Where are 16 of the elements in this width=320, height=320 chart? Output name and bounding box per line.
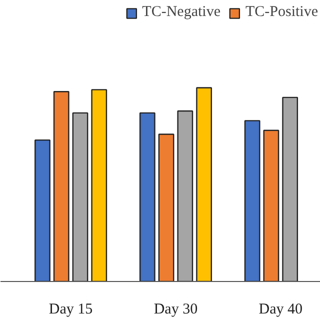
bar xyxy=(91,89,108,282)
bar xyxy=(282,96,298,282)
bar xyxy=(34,139,50,282)
bar xyxy=(72,112,88,282)
x-tick-label: Day 40 xyxy=(258,302,303,318)
x-tick-label: Day 15 xyxy=(48,302,93,318)
bar xyxy=(139,112,156,282)
bar xyxy=(177,110,194,282)
bar xyxy=(53,91,70,282)
bar xyxy=(244,120,260,282)
bar xyxy=(158,134,174,282)
x-tick-label: Day 30 xyxy=(154,302,198,318)
bar xyxy=(263,130,280,282)
legend-label: TC-Positive xyxy=(245,4,318,21)
bar xyxy=(196,87,212,282)
legend-label: TC-Negative xyxy=(142,4,220,21)
